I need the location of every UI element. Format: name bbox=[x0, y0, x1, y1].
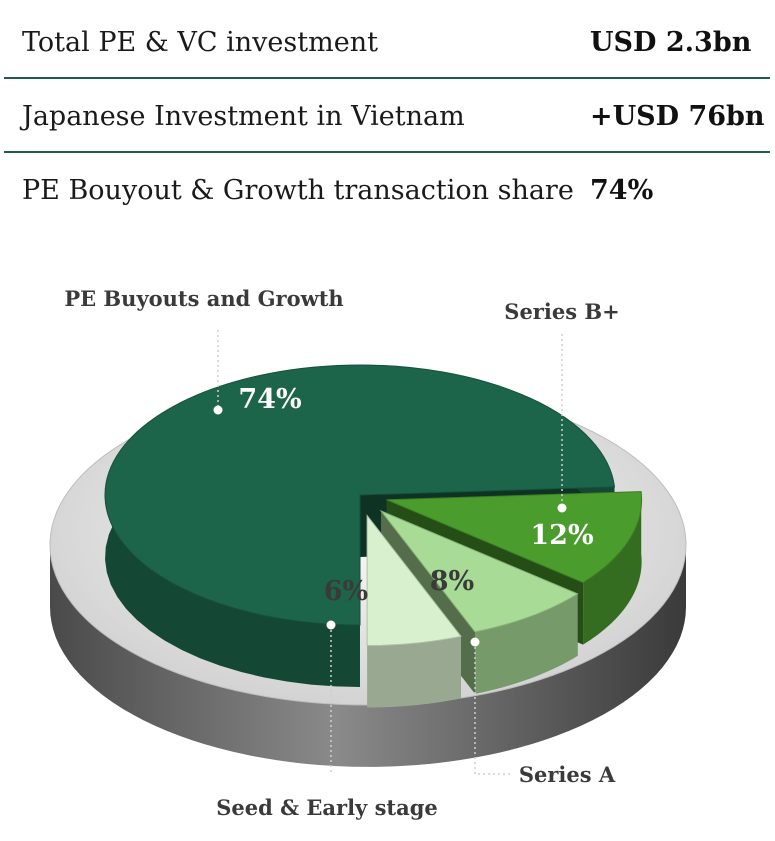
divider bbox=[4, 77, 770, 79]
pie-chart: 74% 12% 8% 6% PE Buyouts and Growth Series B+… bbox=[49, 286, 687, 820]
data-label-series-b: 12% bbox=[530, 520, 593, 551]
slice-pe-buyouts-and-growth bbox=[104, 364, 616, 626]
leader-dot-series-b bbox=[557, 503, 567, 513]
stat-row-japanese-investment: Japanese Investment in Vietnam +USD 76bn bbox=[0, 80, 775, 154]
stat-label: Japanese Investment in Vietnam bbox=[22, 101, 465, 132]
data-label-pe-buyouts-and-growth: 74% bbox=[238, 384, 301, 415]
category-label-pe-buyouts-and-growth: PE Buyouts and Growth bbox=[64, 286, 343, 311]
leader-lines bbox=[213, 330, 567, 775]
leader-dot-seed-early-stage bbox=[326, 620, 336, 630]
category-label-series-a: Series A bbox=[519, 762, 616, 787]
stat-row-total-investment: Total PE & VC investment USD 2.3bn bbox=[0, 6, 775, 80]
leader-line-series-a bbox=[474, 642, 512, 775]
stat-row-transaction-share: PE Bouyout & Growth transaction share 74… bbox=[0, 154, 775, 228]
stat-value: +USD 76bn bbox=[590, 101, 765, 132]
slice-tops bbox=[104, 364, 643, 647]
stat-label: Total PE & VC investment bbox=[22, 27, 378, 58]
slice-side-series-b bbox=[583, 491, 642, 645]
data-label-series-a: 8% bbox=[430, 566, 474, 597]
slice-series-a bbox=[379, 509, 579, 633]
data-label-seed-early-stage: 6% bbox=[324, 576, 368, 607]
category-label-series-b: Series B+ bbox=[504, 299, 619, 324]
slice-side-seed-early-stage bbox=[367, 636, 461, 708]
leader-dot-series-a bbox=[470, 637, 480, 647]
category-label-seed-early-stage: Seed & Early stage bbox=[216, 795, 438, 820]
stat-label: PE Bouyout & Growth transaction share bbox=[22, 175, 574, 206]
slice-series-b bbox=[386, 491, 643, 584]
stat-value: 74% bbox=[590, 175, 654, 206]
stat-value: USD 2.3bn bbox=[590, 27, 752, 58]
slice-seed-early-stage bbox=[366, 514, 462, 647]
leader-dot-pe-buyouts-and-growth bbox=[213, 405, 223, 415]
slice-side-series-a bbox=[475, 593, 578, 694]
divider bbox=[4, 151, 770, 153]
slice-labels: 74% 12% 8% 6% PE Buyouts and Growth Series B+… bbox=[64, 286, 619, 820]
